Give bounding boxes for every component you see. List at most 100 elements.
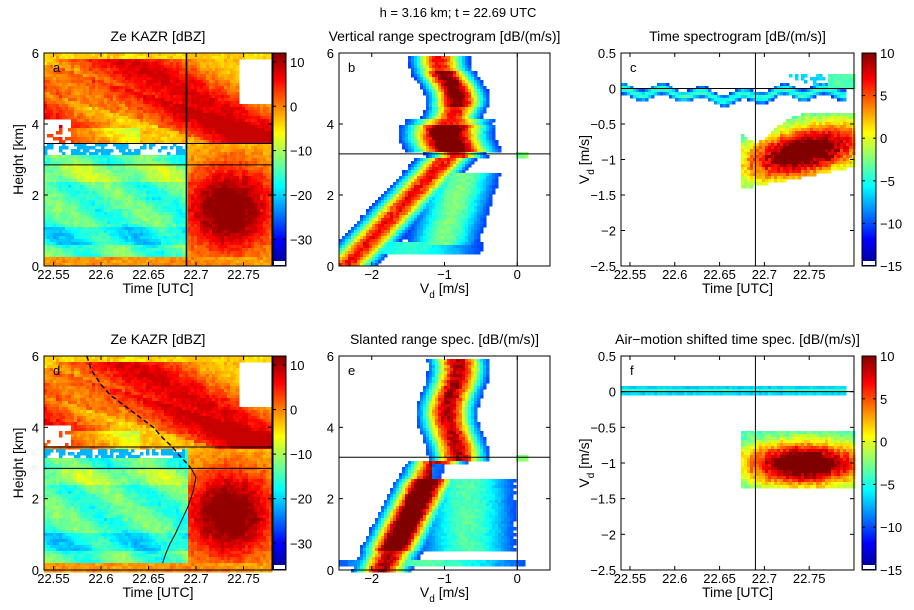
heatmap-cell bbox=[215, 116, 219, 120]
heatmap-cell bbox=[71, 215, 75, 219]
heatmap-cell bbox=[233, 194, 237, 198]
heatmap-cell bbox=[242, 188, 246, 192]
heatmap-cell bbox=[134, 194, 138, 198]
heatmap-cell bbox=[95, 104, 99, 108]
heatmap-cell bbox=[92, 227, 96, 231]
heatmap-cell bbox=[110, 128, 114, 132]
heatmap-cell bbox=[89, 251, 93, 255]
heatmap-cell bbox=[194, 179, 198, 183]
heatmap-cell bbox=[104, 170, 108, 174]
heatmap-cell bbox=[158, 248, 162, 252]
heatmap-cell bbox=[170, 80, 174, 84]
heatmap-cell bbox=[110, 77, 114, 81]
heatmap-cell bbox=[71, 227, 75, 231]
heatmap-cell bbox=[98, 191, 102, 195]
heatmap-cell bbox=[230, 131, 234, 135]
heatmap-cell bbox=[218, 245, 222, 249]
heatmap-cell bbox=[68, 185, 72, 189]
heatmap-cell bbox=[260, 239, 264, 243]
heatmap-cell bbox=[263, 245, 267, 249]
heatmap-cell bbox=[236, 170, 240, 174]
heatmap-cell bbox=[128, 119, 132, 123]
heatmap-cell bbox=[116, 215, 120, 219]
heatmap-cell bbox=[158, 83, 162, 87]
heatmap-cell bbox=[200, 101, 204, 105]
heatmap-cell bbox=[134, 71, 138, 75]
heatmap-cell bbox=[56, 167, 60, 171]
heatmap-cell bbox=[251, 212, 255, 216]
heatmap-cell bbox=[242, 137, 246, 141]
heatmap-cell bbox=[212, 215, 216, 219]
heatmap-cell bbox=[173, 113, 177, 117]
heatmap-cell bbox=[242, 113, 246, 117]
heatmap-cell bbox=[119, 131, 123, 135]
heatmap-cell bbox=[209, 173, 213, 177]
heatmap-cell bbox=[197, 98, 201, 102]
heatmap-cell bbox=[257, 200, 261, 204]
heatmap-cell bbox=[218, 260, 222, 264]
heatmap-cell bbox=[74, 125, 78, 129]
heatmap-cell bbox=[143, 125, 147, 129]
heatmap-cell bbox=[266, 140, 270, 144]
heatmap-cell bbox=[164, 53, 168, 57]
heatmap-cell bbox=[44, 104, 48, 108]
heatmap-cell bbox=[98, 62, 102, 66]
heatmap-cell bbox=[47, 218, 51, 222]
heatmap-cell bbox=[134, 200, 138, 204]
heatmap-cell bbox=[158, 101, 162, 105]
heatmap-cell bbox=[122, 218, 126, 222]
heatmap-cell bbox=[197, 161, 201, 165]
heatmap-cell bbox=[92, 77, 96, 81]
heatmap-cell bbox=[113, 86, 117, 90]
heatmap-cell bbox=[206, 92, 210, 96]
heatmap-cell bbox=[146, 179, 150, 183]
heatmap-cell bbox=[221, 128, 225, 132]
heatmap-cell bbox=[128, 245, 132, 249]
heatmap-cell bbox=[200, 92, 204, 96]
heatmap-cell bbox=[122, 131, 126, 135]
heatmap-cell bbox=[200, 71, 204, 75]
heatmap-cell bbox=[182, 110, 186, 114]
heatmap-cell bbox=[236, 149, 240, 153]
heatmap-cell bbox=[116, 86, 120, 90]
heatmap-cell bbox=[137, 206, 141, 210]
heatmap-cell bbox=[92, 209, 96, 213]
heatmap-cell bbox=[59, 107, 63, 111]
heatmap-cell bbox=[116, 203, 120, 207]
heatmap-cell bbox=[179, 107, 183, 111]
heatmap-cell bbox=[170, 125, 174, 129]
heatmap-cell bbox=[218, 104, 222, 108]
heatmap-cell bbox=[233, 68, 237, 72]
heatmap-cell bbox=[80, 206, 84, 210]
heatmap-cell bbox=[53, 137, 57, 141]
heatmap-cell bbox=[203, 173, 207, 177]
heatmap-cell bbox=[209, 95, 213, 99]
heatmap-cell bbox=[224, 83, 228, 87]
heatmap-cell bbox=[155, 59, 159, 63]
heatmap-cell bbox=[56, 158, 60, 162]
heatmap-cell bbox=[65, 137, 69, 141]
heatmap-cell bbox=[242, 128, 246, 132]
heatmap-cell bbox=[44, 170, 48, 174]
heatmap-cell bbox=[101, 71, 105, 75]
heatmap-cell bbox=[224, 191, 228, 195]
heatmap-cell bbox=[212, 104, 216, 108]
heatmap-cell bbox=[65, 68, 69, 72]
heatmap-cell bbox=[251, 119, 255, 123]
heatmap-cell bbox=[89, 218, 93, 222]
heatmap-cell bbox=[53, 185, 57, 189]
heatmap-cell bbox=[128, 92, 132, 96]
heatmap-cell bbox=[182, 62, 186, 66]
heatmap-cell bbox=[119, 251, 123, 255]
heatmap-cell bbox=[74, 74, 78, 78]
heatmap-cell bbox=[230, 254, 234, 258]
heatmap-cell bbox=[230, 107, 234, 111]
heatmap-cell bbox=[179, 59, 183, 63]
heatmap-cell bbox=[227, 71, 231, 75]
heatmap-cell bbox=[218, 176, 222, 180]
heatmap-cell bbox=[140, 119, 144, 123]
heatmap-cell bbox=[74, 245, 78, 249]
heatmap-cell bbox=[107, 242, 111, 246]
heatmap-cell bbox=[251, 134, 255, 138]
heatmap-cell bbox=[62, 68, 66, 72]
